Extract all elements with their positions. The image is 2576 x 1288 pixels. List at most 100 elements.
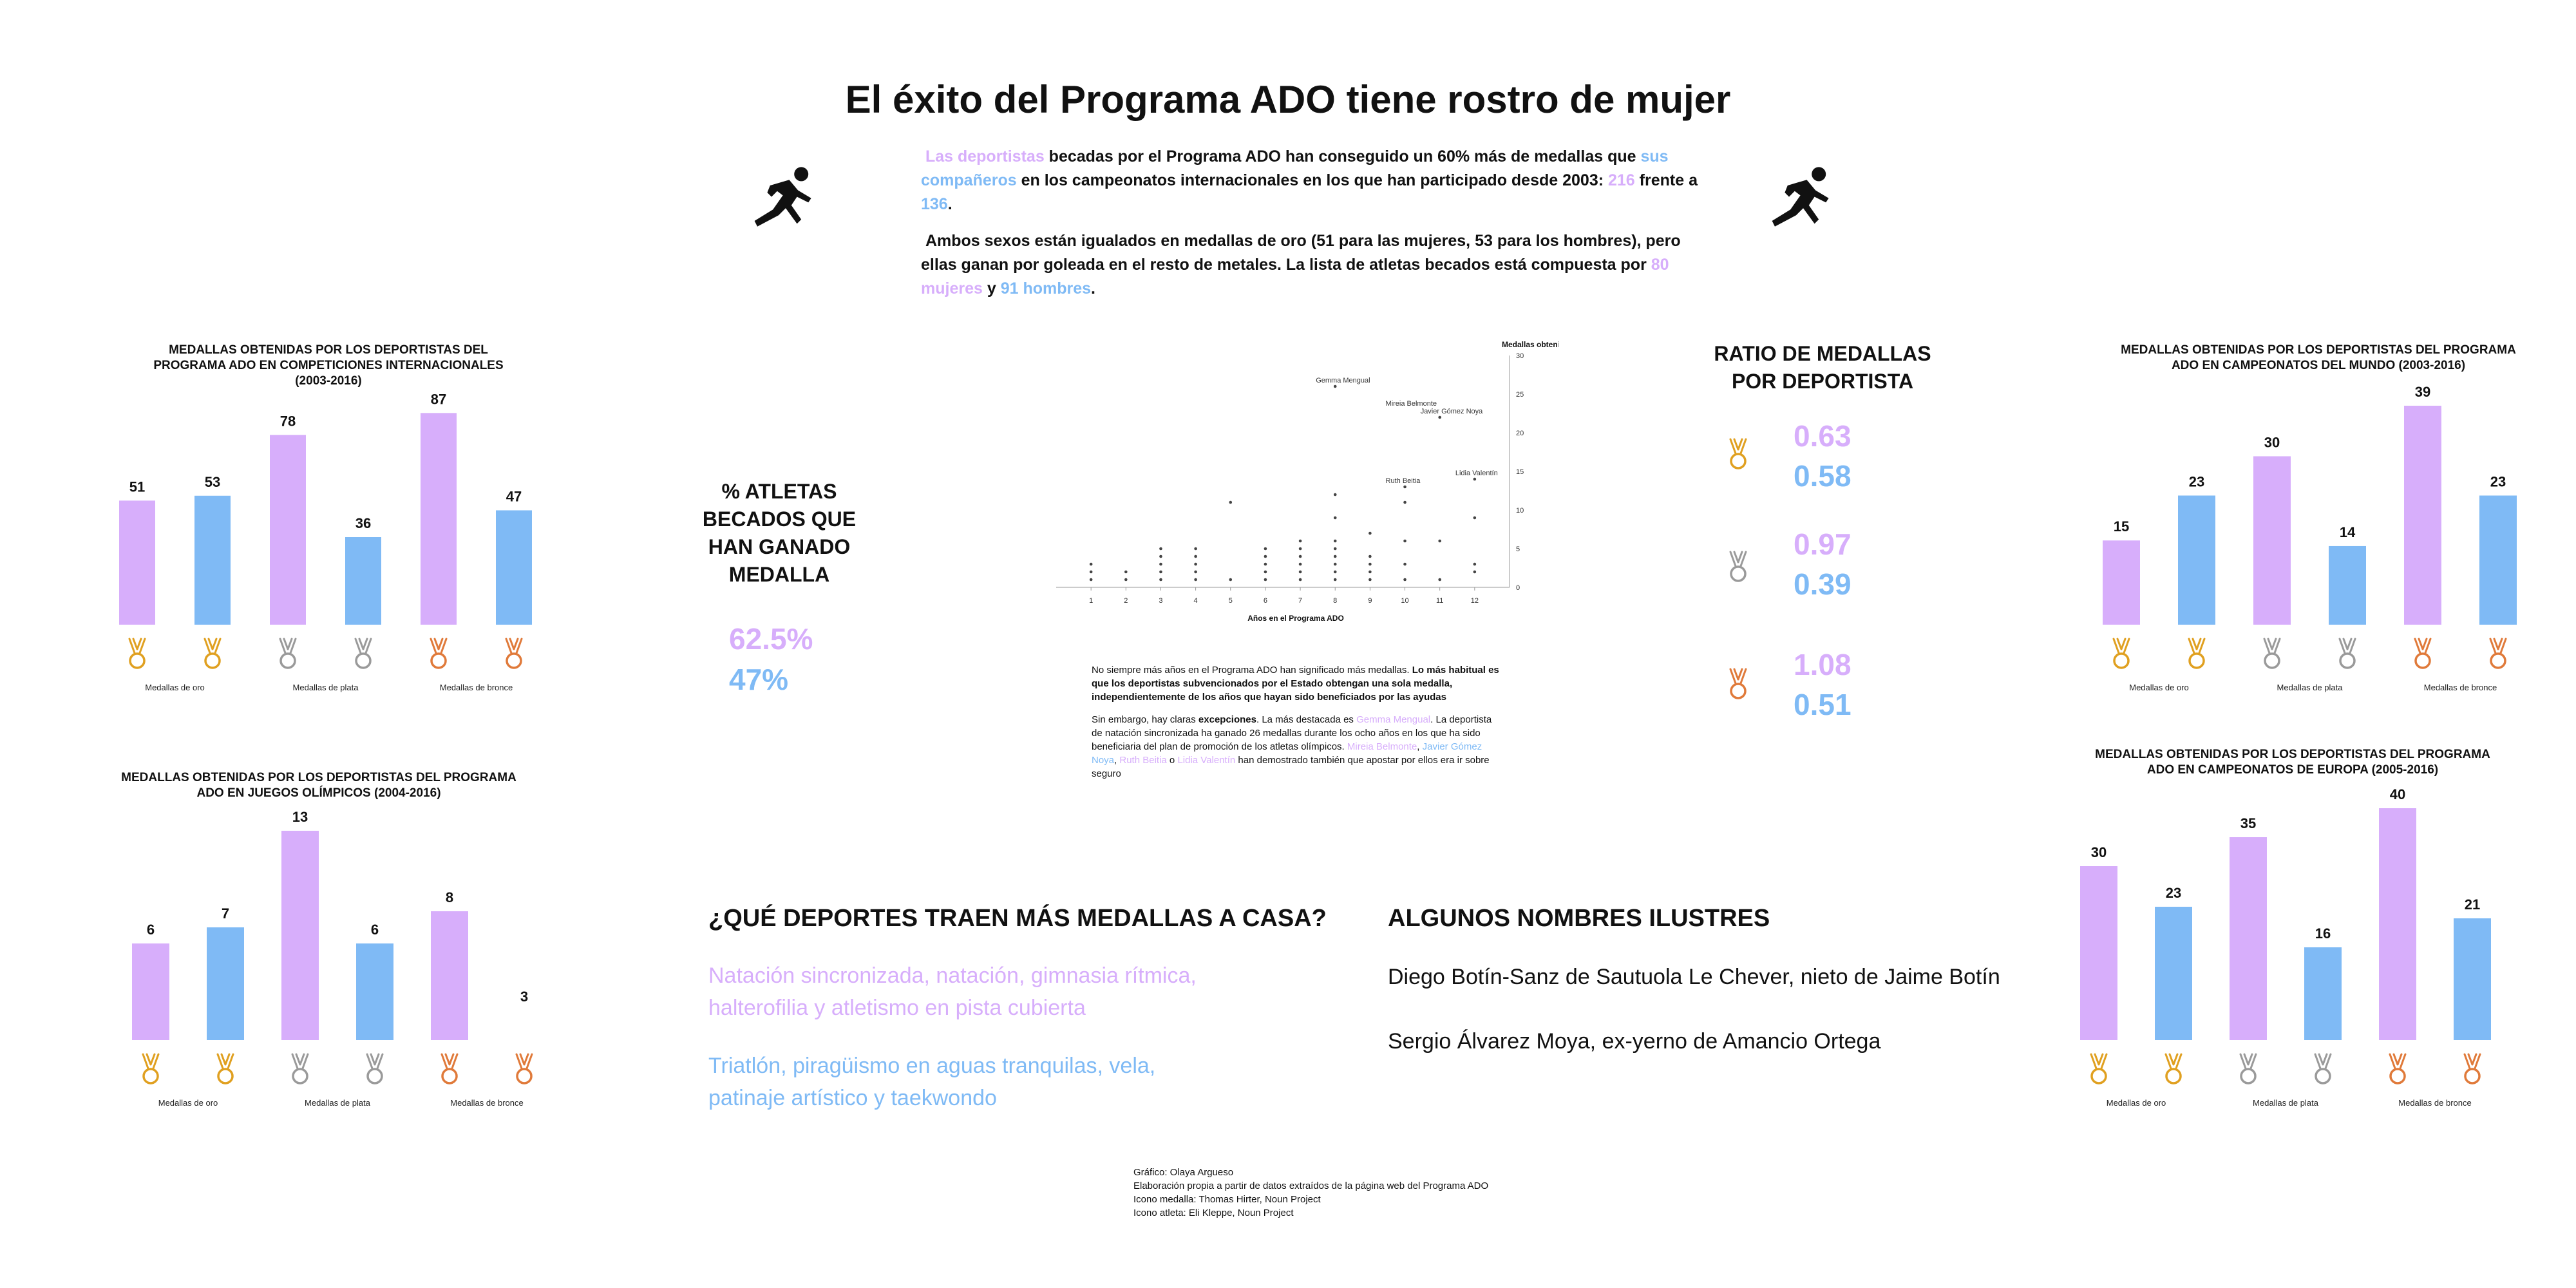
scatter-point bbox=[1264, 547, 1267, 551]
medal-group-label: Medallas de bronce bbox=[2398, 1098, 2471, 1108]
scatter-point bbox=[1159, 554, 1162, 558]
bar-value-label: 40 bbox=[2390, 786, 2405, 802]
men-count: 91 hombres bbox=[1000, 279, 1092, 298]
x-tick-label: 4 bbox=[1194, 597, 1198, 605]
women-count: 80 mujeres bbox=[921, 256, 1669, 298]
medal-icon bbox=[128, 638, 146, 669]
bar-value-label: 14 bbox=[2340, 524, 2356, 540]
bar-men bbox=[2479, 495, 2517, 625]
medal-group-label: Medallas de oro bbox=[2107, 1098, 2166, 1108]
scatter-text-segment: han demostrado también que apostar por e… bbox=[1092, 755, 1490, 779]
x-axis-label: Años en el Programa ADO bbox=[1247, 614, 1344, 623]
scatter-point bbox=[1089, 562, 1093, 566]
bar-chart-europa: 30 23 35 16 40 21 Medallas de oro Medallas de p… bbox=[2080, 786, 2491, 1108]
scatter-point bbox=[1368, 531, 1372, 535]
medal-icon bbox=[1729, 438, 1747, 469]
y-tick-label: 30 bbox=[1516, 352, 1524, 360]
sports-men: Triatlón, piragüismo en aguas tranquilas… bbox=[708, 1054, 1156, 1110]
scatter-point bbox=[1159, 562, 1162, 566]
athlete-name-women: Mireia Belmonte bbox=[1347, 741, 1417, 752]
chart-title-mundo: MEDALLAS OBTENIDAS POR LOS DEPORTISTAS D… bbox=[2121, 343, 2516, 372]
bar-women bbox=[2379, 808, 2416, 1040]
intro-text-segment: becadas por el Programa ADO han consegui… bbox=[1044, 147, 1641, 166]
bar-value-label: 6 bbox=[371, 922, 379, 938]
x-tick-label: 12 bbox=[1471, 597, 1479, 605]
medal-group-label: Medallas de bronce bbox=[450, 1098, 523, 1108]
bar-women bbox=[431, 911, 468, 1040]
ratio-bronze-men: 0.51 bbox=[1794, 688, 1852, 721]
medal-icon bbox=[2414, 638, 2432, 669]
bar-value-label: 21 bbox=[2465, 896, 2480, 913]
medal-icon bbox=[2112, 638, 2130, 669]
bar-chart-olimpicos: 6 7 13 6 8 3 Medallas de oro Medallas de plata M… bbox=[132, 809, 533, 1108]
x-tick-label: 9 bbox=[1368, 597, 1372, 605]
medal-group-label: Medallas de oro bbox=[158, 1098, 218, 1108]
scatter-point bbox=[1298, 570, 1302, 574]
athlete-name-women: Ruth Beitia bbox=[1119, 755, 1167, 766]
ratio-heading-line: POR DEPORTISTA bbox=[1731, 370, 1914, 393]
scatter-paragraph-1: No siempre más años en el Programa ADO h… bbox=[1092, 663, 1504, 704]
runner-icon bbox=[754, 167, 811, 227]
scatter-text-segment: . La más destacada es bbox=[1256, 714, 1357, 725]
y-tick-label: 15 bbox=[1516, 468, 1524, 476]
scatter-point bbox=[1333, 384, 1337, 388]
scatter-point-label: Ruth Beitia bbox=[1386, 477, 1421, 485]
scatter-point bbox=[1473, 477, 1477, 481]
bar-women bbox=[2103, 540, 2140, 625]
name-1: Diego Botín-Sanz de Sautuola Le Chever, … bbox=[1388, 965, 2000, 989]
bar-men bbox=[345, 537, 381, 625]
scatter-point bbox=[1403, 485, 1406, 489]
medal-icon bbox=[2389, 1053, 2407, 1084]
bar-women bbox=[2230, 837, 2267, 1040]
scatter-point bbox=[1333, 562, 1337, 566]
bar-value-label: 39 bbox=[2415, 384, 2430, 400]
bar-value-label: 35 bbox=[2240, 815, 2256, 831]
y-tick-label: 5 bbox=[1516, 545, 1520, 553]
medal-icon bbox=[354, 638, 372, 669]
runner-icon bbox=[1772, 167, 1829, 227]
scatter-point bbox=[1264, 578, 1267, 582]
credits: Gráfico: Olaya Argueso Elaboración propi… bbox=[1133, 1166, 1584, 1220]
bar-men bbox=[2304, 947, 2342, 1040]
x-tick-label: 8 bbox=[1333, 597, 1337, 605]
pct-women: 62.5% bbox=[729, 622, 813, 656]
scatter-text-segment: Sin embargo, hay claras bbox=[1092, 714, 1198, 725]
scatter-point bbox=[1333, 554, 1337, 558]
pct-heading-line: % ATLETAS bbox=[721, 480, 837, 503]
y-tick-label: 10 bbox=[1516, 507, 1524, 515]
credit-line: Icono medalla: Thomas Hirter, Noun Proje… bbox=[1133, 1194, 1321, 1205]
bar-women bbox=[421, 413, 457, 625]
scatter-point bbox=[1298, 547, 1302, 551]
medal-group-label: Medallas de bronce bbox=[2424, 683, 2497, 692]
scatter-point bbox=[1333, 516, 1337, 520]
medal-icon bbox=[2188, 638, 2206, 669]
bar-men bbox=[2178, 495, 2215, 625]
scatter-point bbox=[1264, 562, 1267, 566]
x-tick-label: 7 bbox=[1298, 597, 1302, 605]
bar-value-label: 23 bbox=[2189, 473, 2204, 489]
bar-value-label: 87 bbox=[431, 391, 446, 407]
scatter-point bbox=[1333, 570, 1337, 574]
medal-group-label: Medallas de bronce bbox=[440, 683, 513, 692]
chart-title-olimpicos: MEDALLAS OBTENIDAS POR LOS DEPORTISTAS D… bbox=[121, 771, 516, 800]
y-axis-label: Medallas obtenidas bbox=[1502, 340, 1558, 349]
athlete-name-women: Gemma Mengual bbox=[1356, 714, 1431, 725]
scatter-point bbox=[1264, 570, 1267, 574]
bar-women bbox=[2404, 406, 2441, 625]
intro-text-segment: y bbox=[982, 279, 1001, 298]
scatter-point bbox=[1368, 578, 1372, 582]
bar-value-label: 7 bbox=[222, 905, 229, 922]
medal-icon bbox=[2239, 1053, 2257, 1084]
page-title: El éxito del Programa ADO tiene rostro d… bbox=[845, 78, 1731, 121]
sports-women: Natación sincronizada, natación, gimnasi… bbox=[708, 963, 1197, 1020]
ratio-silver-women: 0.97 bbox=[1794, 527, 1852, 561]
bar-value-label: 6 bbox=[147, 922, 155, 938]
bar-value-label: 53 bbox=[205, 474, 220, 490]
chart-title-internacionales: MEDALLAS OBTENIDAS POR LOS DEPORTISTAS D… bbox=[153, 343, 504, 388]
scatter-point bbox=[1333, 578, 1337, 582]
bar-value-label: 30 bbox=[2264, 434, 2280, 450]
x-tick-label: 3 bbox=[1159, 597, 1162, 605]
scatter-point bbox=[1473, 570, 1477, 574]
scatter-point bbox=[1159, 578, 1162, 582]
scatter-text-segment: , bbox=[1114, 755, 1120, 766]
